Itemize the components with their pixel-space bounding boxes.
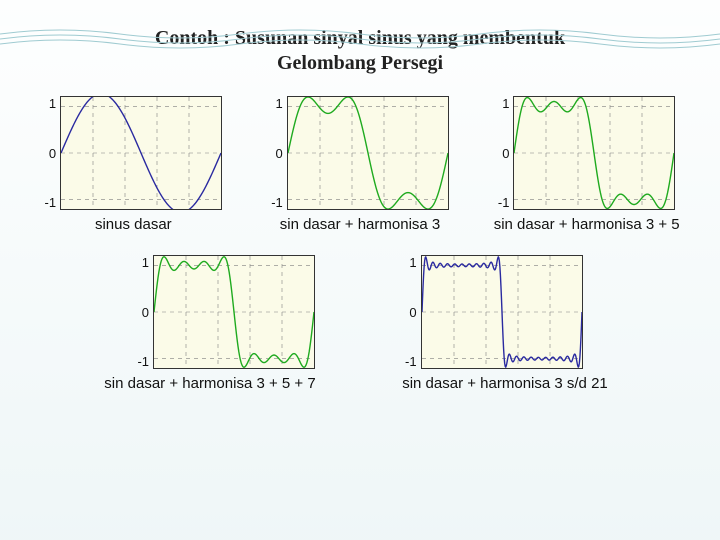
chart-4-plot <box>153 255 315 369</box>
chart-1-label: sinus dasar <box>20 216 247 233</box>
chart-4: 1 0 -1 <box>137 255 315 369</box>
chart-row-1: 1 0 -1 1 0 -1 1 0 -1 <box>0 96 720 210</box>
page-title: Contoh : Susunan sinyal sinus yang membe… <box>0 26 720 76</box>
chart-row-2: 1 0 -1 1 0 -1 <box>0 255 720 369</box>
ytick-label: 0 <box>137 305 149 320</box>
ytick-label: -1 <box>405 354 417 369</box>
ytick-label: 1 <box>405 255 417 270</box>
ytick-label: 0 <box>271 146 283 161</box>
chart-3-yticks: 1 0 -1 <box>498 96 514 210</box>
ytick-label: 1 <box>137 255 149 270</box>
chart-1-plot <box>60 96 222 210</box>
chart-5-yticks: 1 0 -1 <box>405 255 421 369</box>
ytick-label: 1 <box>498 96 510 111</box>
ytick-label: 0 <box>45 146 57 161</box>
chart-2-yticks: 1 0 -1 <box>271 96 287 210</box>
title-line-2: Gelombang Persegi <box>277 52 443 74</box>
ytick-label: -1 <box>498 195 510 210</box>
ytick-label: -1 <box>137 354 149 369</box>
chart-3: 1 0 -1 <box>498 96 676 210</box>
chart-row-2-labels: sin dasar + harmonisa 3 + 5 + 7 sin dasa… <box>0 375 720 392</box>
ytick-label: 0 <box>405 305 417 320</box>
chart-2-plot <box>287 96 449 210</box>
chart-4-yticks: 1 0 -1 <box>137 255 153 369</box>
chart-1-yticks: 1 0 -1 <box>45 96 61 210</box>
chart-5-label: sin dasar + harmonisa 3 s/d 21 <box>375 375 635 392</box>
chart-3-plot <box>513 96 675 210</box>
chart-5-plot <box>421 255 583 369</box>
ytick-label: 1 <box>271 96 283 111</box>
ytick-label: -1 <box>271 195 283 210</box>
ytick-label: -1 <box>45 195 57 210</box>
chart-4-label: sin dasar + harmonisa 3 + 5 + 7 <box>85 375 335 392</box>
chart-2-label: sin dasar + harmonisa 3 <box>247 216 474 233</box>
title-line-1: Contoh : Susunan sinyal sinus yang membe… <box>155 27 565 49</box>
chart-5: 1 0 -1 <box>405 255 583 369</box>
chart-1: 1 0 -1 <box>45 96 223 210</box>
ytick-label: 0 <box>498 146 510 161</box>
chart-2: 1 0 -1 <box>271 96 449 210</box>
ytick-label: 1 <box>45 96 57 111</box>
chart-row-1-labels: sinus dasar sin dasar + harmonisa 3 sin … <box>0 216 720 233</box>
chart-3-label: sin dasar + harmonisa 3 + 5 <box>473 216 700 233</box>
